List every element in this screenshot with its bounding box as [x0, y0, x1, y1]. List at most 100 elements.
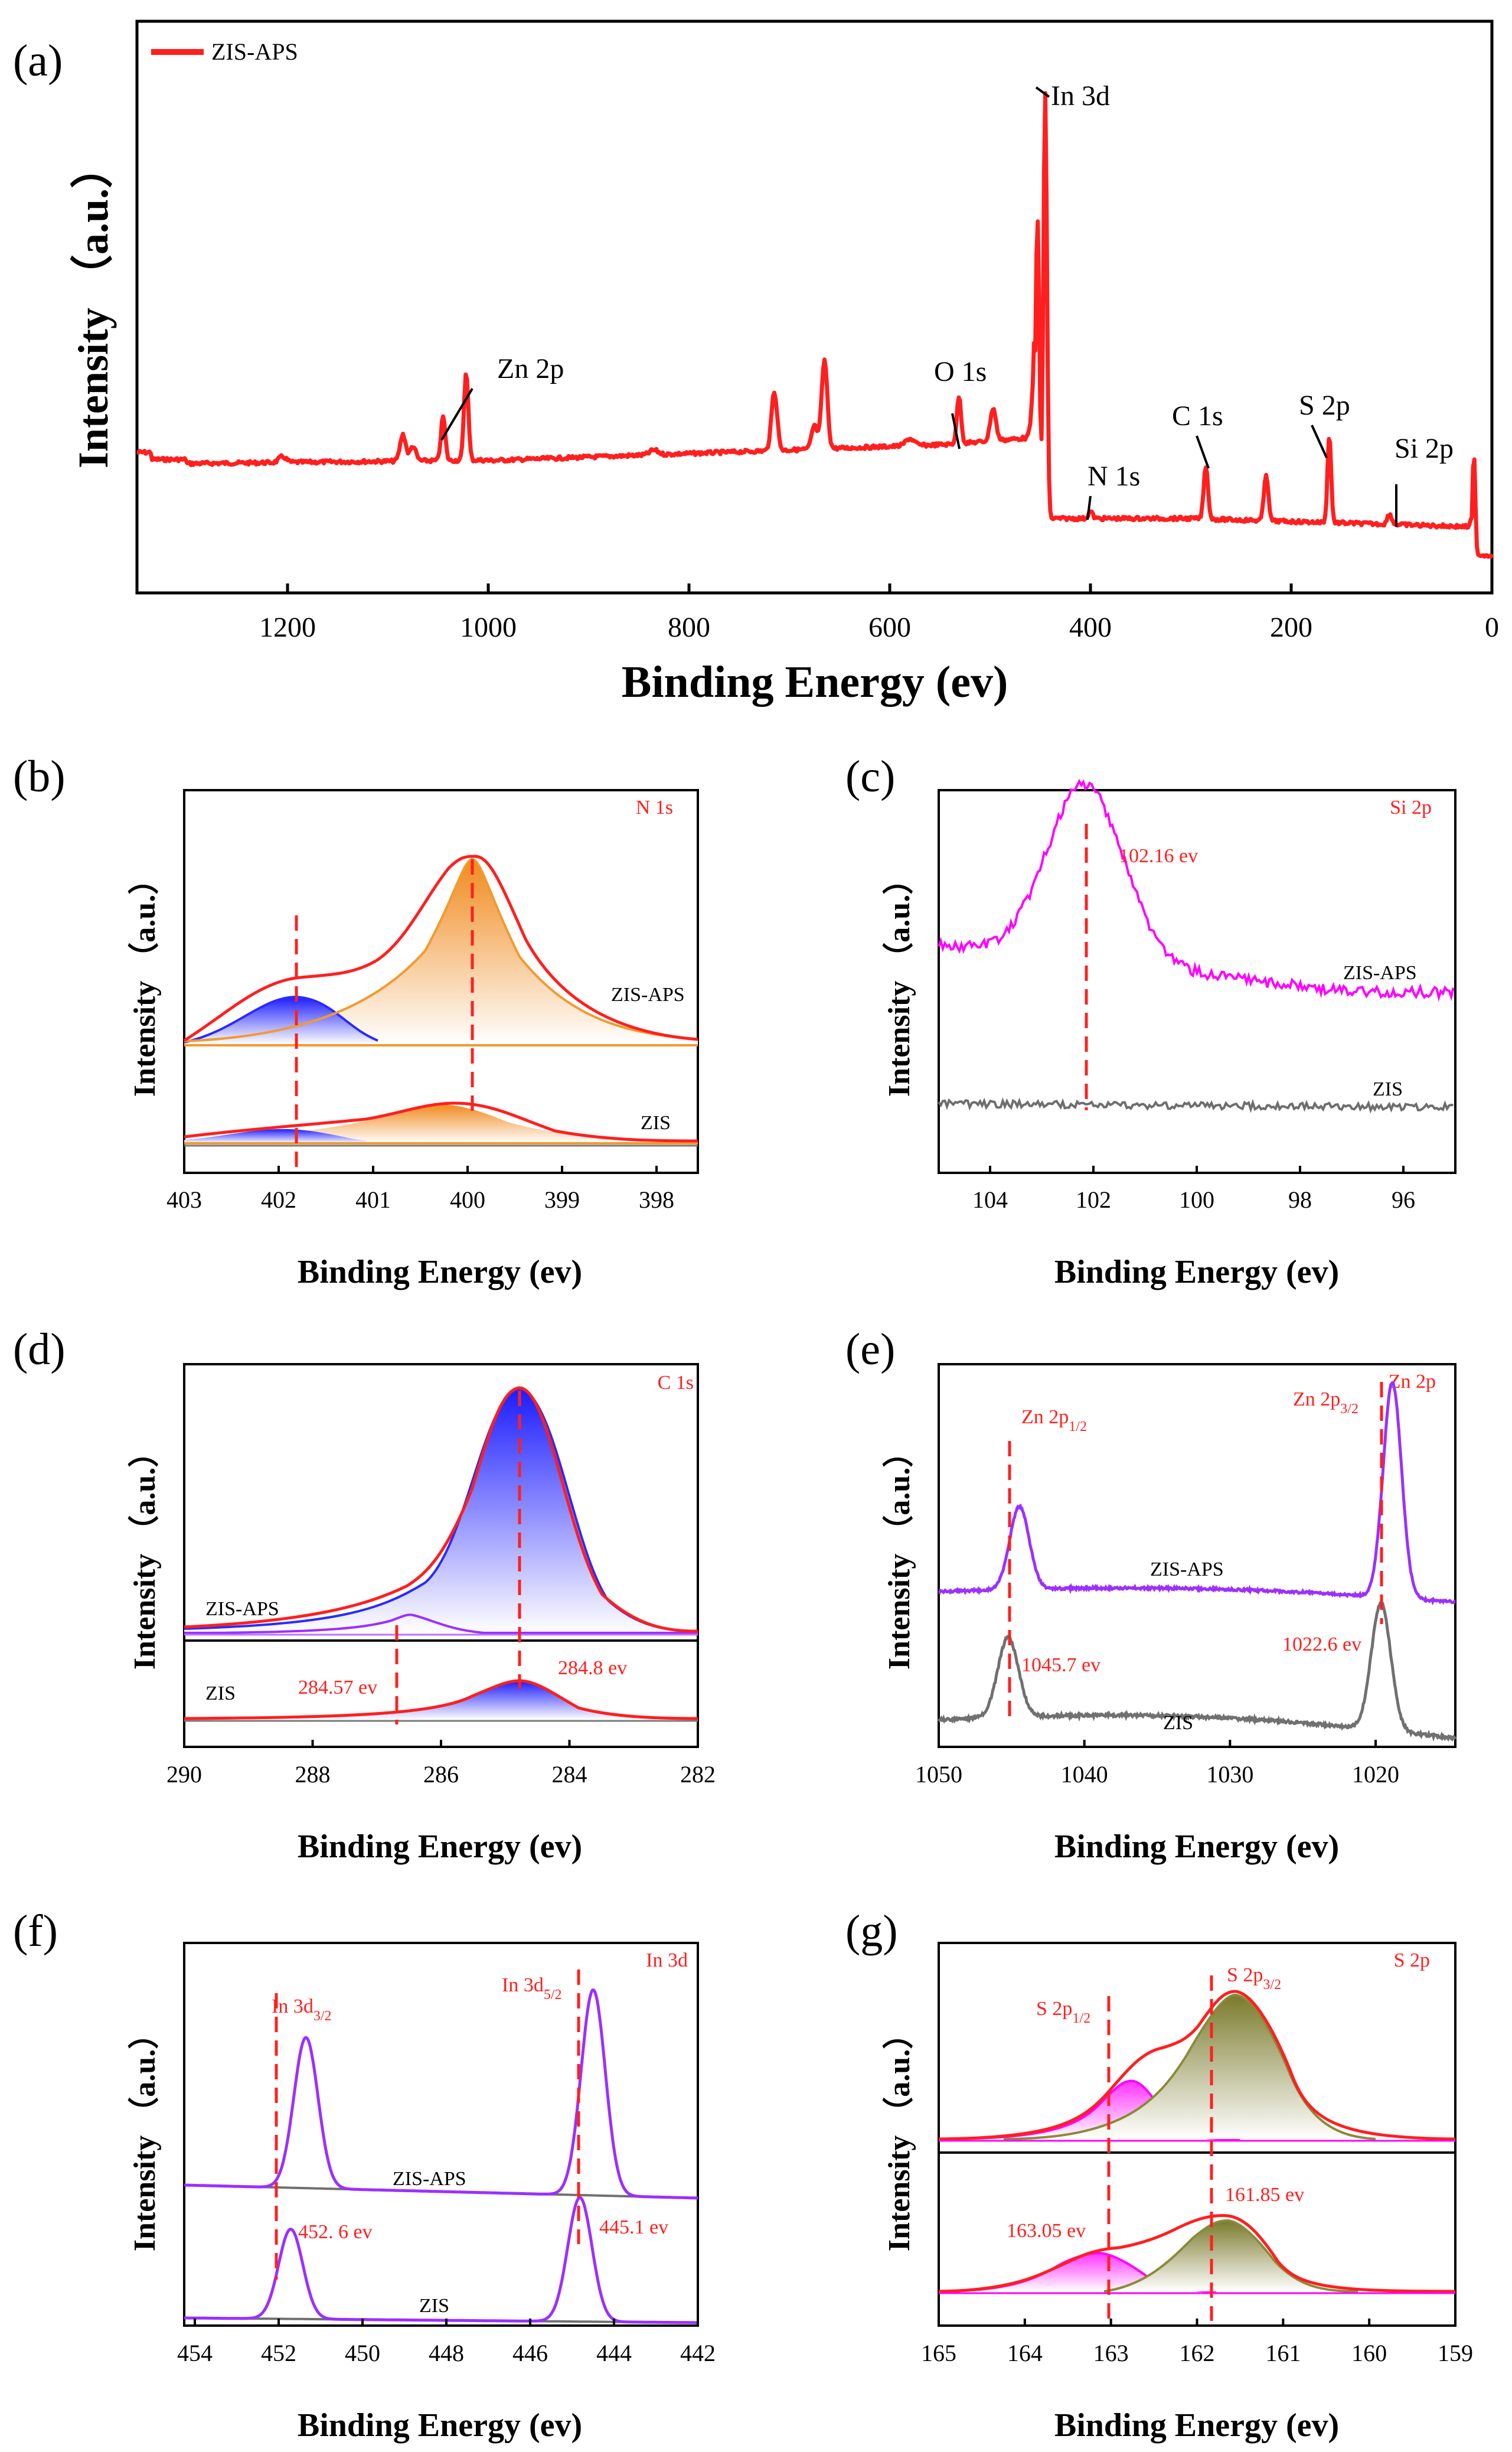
panel-c-sample-bottom: ZIS — [1373, 1078, 1403, 1100]
si2p-zisaps-line — [938, 778, 1455, 1002]
xtick-label: 160 — [1351, 2340, 1387, 2366]
panel-f-xticks: 454 452 450 448 446 444 442 — [177, 2319, 716, 2366]
zn2p-zisaps-line — [938, 1381, 1456, 1606]
panel-label-e: (e) — [845, 1325, 895, 1374]
xtick-label: 400 — [1069, 612, 1112, 643]
panel-g-ylabel: Intensity （a.u.） — [882, 2019, 916, 2251]
panel-d-element: C 1s — [658, 1372, 694, 1394]
panel-c-sample-top: ZIS-APS — [1343, 962, 1417, 984]
panel-g: (g) S 2p S 2p1/2 S 2p3/2 163.05 ev 161.8… — [845, 1906, 1473, 2444]
panel-c-ylabel: Intensity （a.u.） — [882, 864, 916, 1097]
panel-b-ylabel: Intensity （a.u.） — [128, 864, 162, 1097]
panel-d-ylabel: Intensity （a.u.） — [128, 1437, 162, 1670]
panel-g-annot1: 163.05 ev — [1007, 2220, 1086, 2242]
in-peak2-sub: 5/2 — [544, 1987, 562, 2003]
panel-a-ylabel: Intensity （a.u.） — [70, 146, 117, 468]
panel-b-frame — [183, 789, 699, 1174]
in-peak1-sub: 3/2 — [313, 2008, 332, 2024]
panel-f-frame — [183, 1942, 699, 2327]
peak-label-o1s: O 1s — [934, 356, 987, 387]
peak-label-c1s: C 1s — [1172, 400, 1223, 432]
panel-g-element: S 2p — [1394, 1949, 1430, 1971]
peak-label-in3d: In 3d — [1051, 80, 1110, 112]
leader-s2p — [1311, 425, 1328, 458]
panel-b-element: N 1s — [636, 797, 673, 819]
panel-c: (c) Si 2p 102.16 ev ZIS-APS ZIS 104 102 10… — [845, 752, 1457, 1290]
in-peak1-main: In 3d — [272, 1995, 313, 2017]
xtick-label: 104 — [972, 1186, 1008, 1213]
xtick-label: 165 — [921, 2340, 956, 2366]
panel-f-element: In 3d — [646, 1949, 688, 1971]
in3d-zisaps-line — [184, 1988, 698, 2200]
s-peak1-main: S 2p — [1036, 1998, 1072, 2020]
panel-e-annot1: 1045.7 ev — [1021, 1654, 1100, 1676]
survey-spectrum-line — [136, 91, 1494, 559]
peak-label-s2p: S 2p — [1299, 390, 1350, 421]
panel-g-xlabel: Binding Energy (ev) — [1054, 2407, 1339, 2444]
panel-d-annot2: 284.8 ev — [558, 1657, 627, 1679]
xtick-label: 454 — [177, 2340, 213, 2366]
peak-label-si2p: Si 2p — [1395, 433, 1454, 464]
xtick-label: 162 — [1180, 2340, 1215, 2366]
panel-f-peak1: In 3d3/2 — [272, 1995, 332, 2024]
xtick-label: 446 — [512, 2340, 548, 2366]
s2p-envelope-bottom — [938, 2214, 1456, 2293]
panel-f-xlabel: Binding Energy (ev) — [298, 2407, 582, 2444]
c1s-blue-fill-bottom — [184, 1681, 698, 1720]
in3d-zis-line — [184, 2196, 698, 2324]
xtick-label: 290 — [166, 1761, 202, 1788]
panel-e-xticks: 1050 1040 1030 1020 — [915, 1740, 1399, 1788]
panel-d-xlabel: Binding Energy (ev) — [298, 1828, 582, 1865]
panel-d-sample-bottom: ZIS — [205, 1683, 236, 1704]
leader-c1s — [1196, 435, 1210, 469]
n1s-envelope-top — [183, 855, 698, 1042]
panel-b: (b) N 1s ZIS-APS ZIS 403 402 401 400 399 398 … — [13, 752, 699, 1290]
panel-b-xlabel: Binding Energy (ev) — [298, 1254, 582, 1290]
xtick-label: 100 — [1179, 1186, 1214, 1213]
panel-f-annot2: 445.1 ev — [599, 2216, 668, 2238]
xtick-label: 1200 — [259, 612, 316, 643]
panel-label-b: (b) — [13, 752, 66, 801]
xtick-label: 98 — [1288, 1186, 1312, 1213]
panel-e: (e) Zn 2p Zn 2p1/2 Zn 2p3/2 1045.7 ev 10… — [845, 1325, 1457, 1865]
xtick-label: 399 — [544, 1186, 580, 1213]
xtick-label: 402 — [261, 1186, 296, 1213]
xtick-label: 403 — [166, 1186, 202, 1213]
n1s-orange-fill-top — [184, 859, 698, 1044]
xtick-label: 398 — [639, 1186, 674, 1213]
xtick-label: 159 — [1438, 2340, 1473, 2366]
xtick-label: 1000 — [460, 612, 517, 643]
peak-label-n1s: N 1s — [1088, 461, 1140, 492]
panel-c-xticks: 104 102 100 98 96 — [972, 1166, 1415, 1213]
xtick-label: 200 — [1270, 612, 1312, 643]
panel-e-peak2: Zn 2p3/2 — [1293, 1388, 1358, 1417]
s-peak2-main: S 2p — [1227, 1964, 1263, 1986]
xtick-label: 1050 — [915, 1761, 962, 1788]
panel-f-sample-bottom: ZIS — [419, 2295, 449, 2317]
panel-e-element: Zn 2p — [1389, 1371, 1436, 1393]
panel-e-sample-bottom: ZIS — [1163, 1712, 1193, 1734]
leader-zn2p — [440, 387, 473, 441]
panel-label-c: (c) — [845, 752, 895, 801]
panel-c-xlabel: Binding Energy (ev) — [1054, 1254, 1339, 1290]
s-peak1-sub: 1/2 — [1072, 2011, 1090, 2026]
c1s-envelope-top — [184, 1386, 698, 1633]
panel-d-frame — [183, 1363, 699, 1748]
n1s-blue-fill-bottom — [184, 1129, 366, 1143]
panel-f-ylabel: Intensity （a.u.） — [128, 2019, 162, 2251]
xtick-label: 286 — [423, 1761, 459, 1788]
panel-e-xlabel: Binding Energy (ev) — [1054, 1828, 1339, 1865]
xtick-label: 1020 — [1352, 1761, 1399, 1788]
panel-a-frame — [135, 19, 1494, 595]
xtick-label: 96 — [1392, 1186, 1415, 1213]
panel-e-annot2: 1022.6 ev — [1282, 1633, 1361, 1655]
xtick-label: 450 — [345, 2340, 380, 2366]
panel-b-sample-bottom: ZIS — [641, 1112, 671, 1134]
c1s-blue-fill-top — [184, 1389, 698, 1633]
leader-in3d — [1035, 86, 1050, 98]
s2p-envelope-top — [938, 1990, 1456, 2141]
panel-b-xticks: 403 402 401 400 399 398 — [166, 1166, 674, 1213]
panel-d-sample-top: ZIS-APS — [205, 1598, 279, 1620]
s2p-olive-peak-bottom — [1103, 2219, 1358, 2293]
zn-peak1-sub: 1/2 — [1069, 1419, 1087, 1434]
